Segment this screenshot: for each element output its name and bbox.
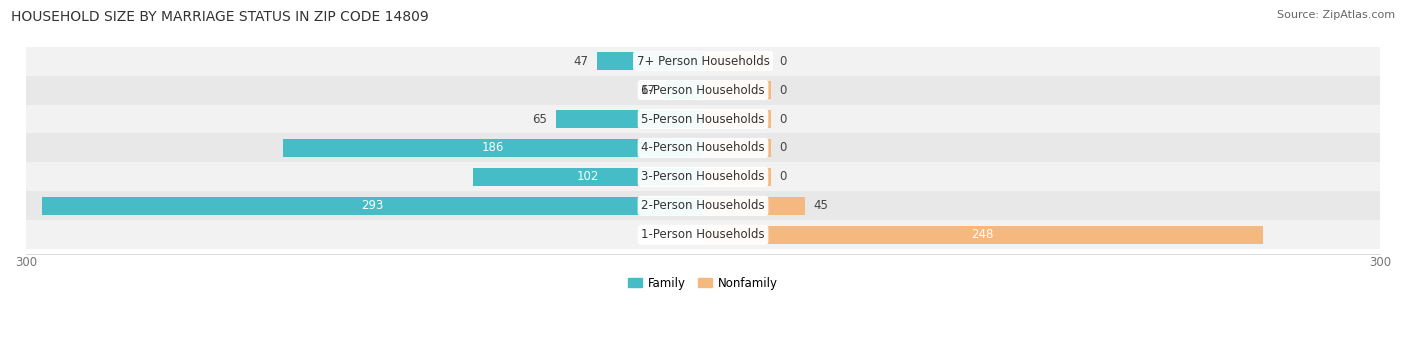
Bar: [703, 168, 770, 186]
Bar: [598, 53, 703, 70]
Text: 186: 186: [482, 142, 505, 154]
Text: 0: 0: [780, 170, 787, 183]
Text: 0: 0: [780, 84, 787, 97]
Text: 1-Person Households: 1-Person Households: [641, 228, 765, 241]
Text: 7+ Person Households: 7+ Person Households: [637, 55, 769, 68]
Text: 5-Person Households: 5-Person Households: [641, 113, 765, 125]
Text: 6-Person Households: 6-Person Households: [641, 84, 765, 97]
Bar: [42, 197, 703, 214]
Text: HOUSEHOLD SIZE BY MARRIAGE STATUS IN ZIP CODE 14809: HOUSEHOLD SIZE BY MARRIAGE STATUS IN ZIP…: [11, 10, 429, 24]
Bar: [703, 81, 770, 99]
Text: 17: 17: [641, 84, 655, 97]
Text: 4-Person Households: 4-Person Households: [641, 142, 765, 154]
Bar: [27, 76, 1379, 105]
Text: 3-Person Households: 3-Person Households: [641, 170, 765, 183]
Bar: [557, 110, 703, 128]
Legend: Family, Nonfamily: Family, Nonfamily: [623, 272, 783, 294]
Bar: [27, 47, 1379, 76]
Bar: [27, 220, 1379, 249]
Bar: [472, 168, 703, 186]
Bar: [703, 53, 770, 70]
Text: 102: 102: [576, 170, 599, 183]
Text: Source: ZipAtlas.com: Source: ZipAtlas.com: [1277, 10, 1395, 20]
Bar: [27, 162, 1379, 191]
Bar: [703, 110, 770, 128]
Bar: [27, 133, 1379, 162]
Text: 248: 248: [972, 228, 994, 241]
Bar: [283, 139, 703, 157]
Text: 0: 0: [780, 55, 787, 68]
Text: 65: 65: [533, 113, 547, 125]
Bar: [27, 105, 1379, 133]
Bar: [665, 81, 703, 99]
Bar: [27, 191, 1379, 220]
Text: 293: 293: [361, 199, 384, 212]
Text: 0: 0: [780, 142, 787, 154]
Bar: [703, 139, 770, 157]
Bar: [703, 197, 804, 214]
Text: 47: 47: [572, 55, 588, 68]
Bar: [703, 226, 1263, 243]
Text: 45: 45: [814, 199, 828, 212]
Text: 2-Person Households: 2-Person Households: [641, 199, 765, 212]
Text: 0: 0: [780, 113, 787, 125]
